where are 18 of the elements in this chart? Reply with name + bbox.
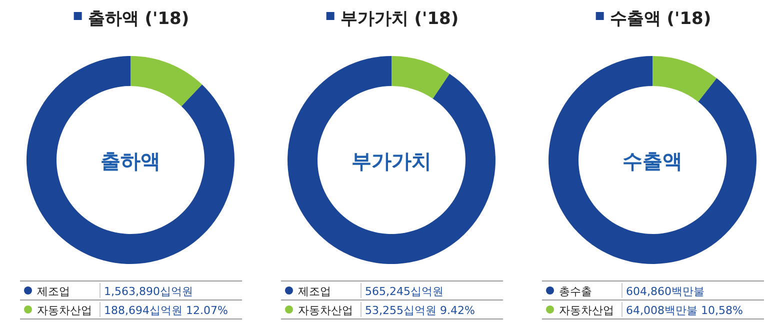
text: 565,245십억원 [365,285,444,298]
chart-title: 부가가치 ('18) [340,9,459,29]
legend-label: 자동차산업 [559,304,614,317]
chart-title: 출하액 ('18) [88,9,190,29]
legend-label: 제조업 [298,285,331,298]
text: 1,563,890십억원 [104,285,193,298]
text: 수출액 [622,149,682,173]
text: 188,694십억원 12.07% [104,304,228,317]
legend-label: 자동차산업 [298,304,353,317]
chart-title: 수출액 ('18) [610,9,712,29]
legend-label: 제조업 [37,285,70,298]
legend-label: 자동차산업 [37,304,92,317]
legend-label: 총수출 [559,285,592,298]
text: 604,860백만불 [626,285,704,298]
text: 64,008백만불 10,58% [626,304,743,317]
text: 출하액 [100,149,160,173]
text: 부가가치 [352,149,432,173]
text: 53,255십억원 9.42% [365,304,475,317]
